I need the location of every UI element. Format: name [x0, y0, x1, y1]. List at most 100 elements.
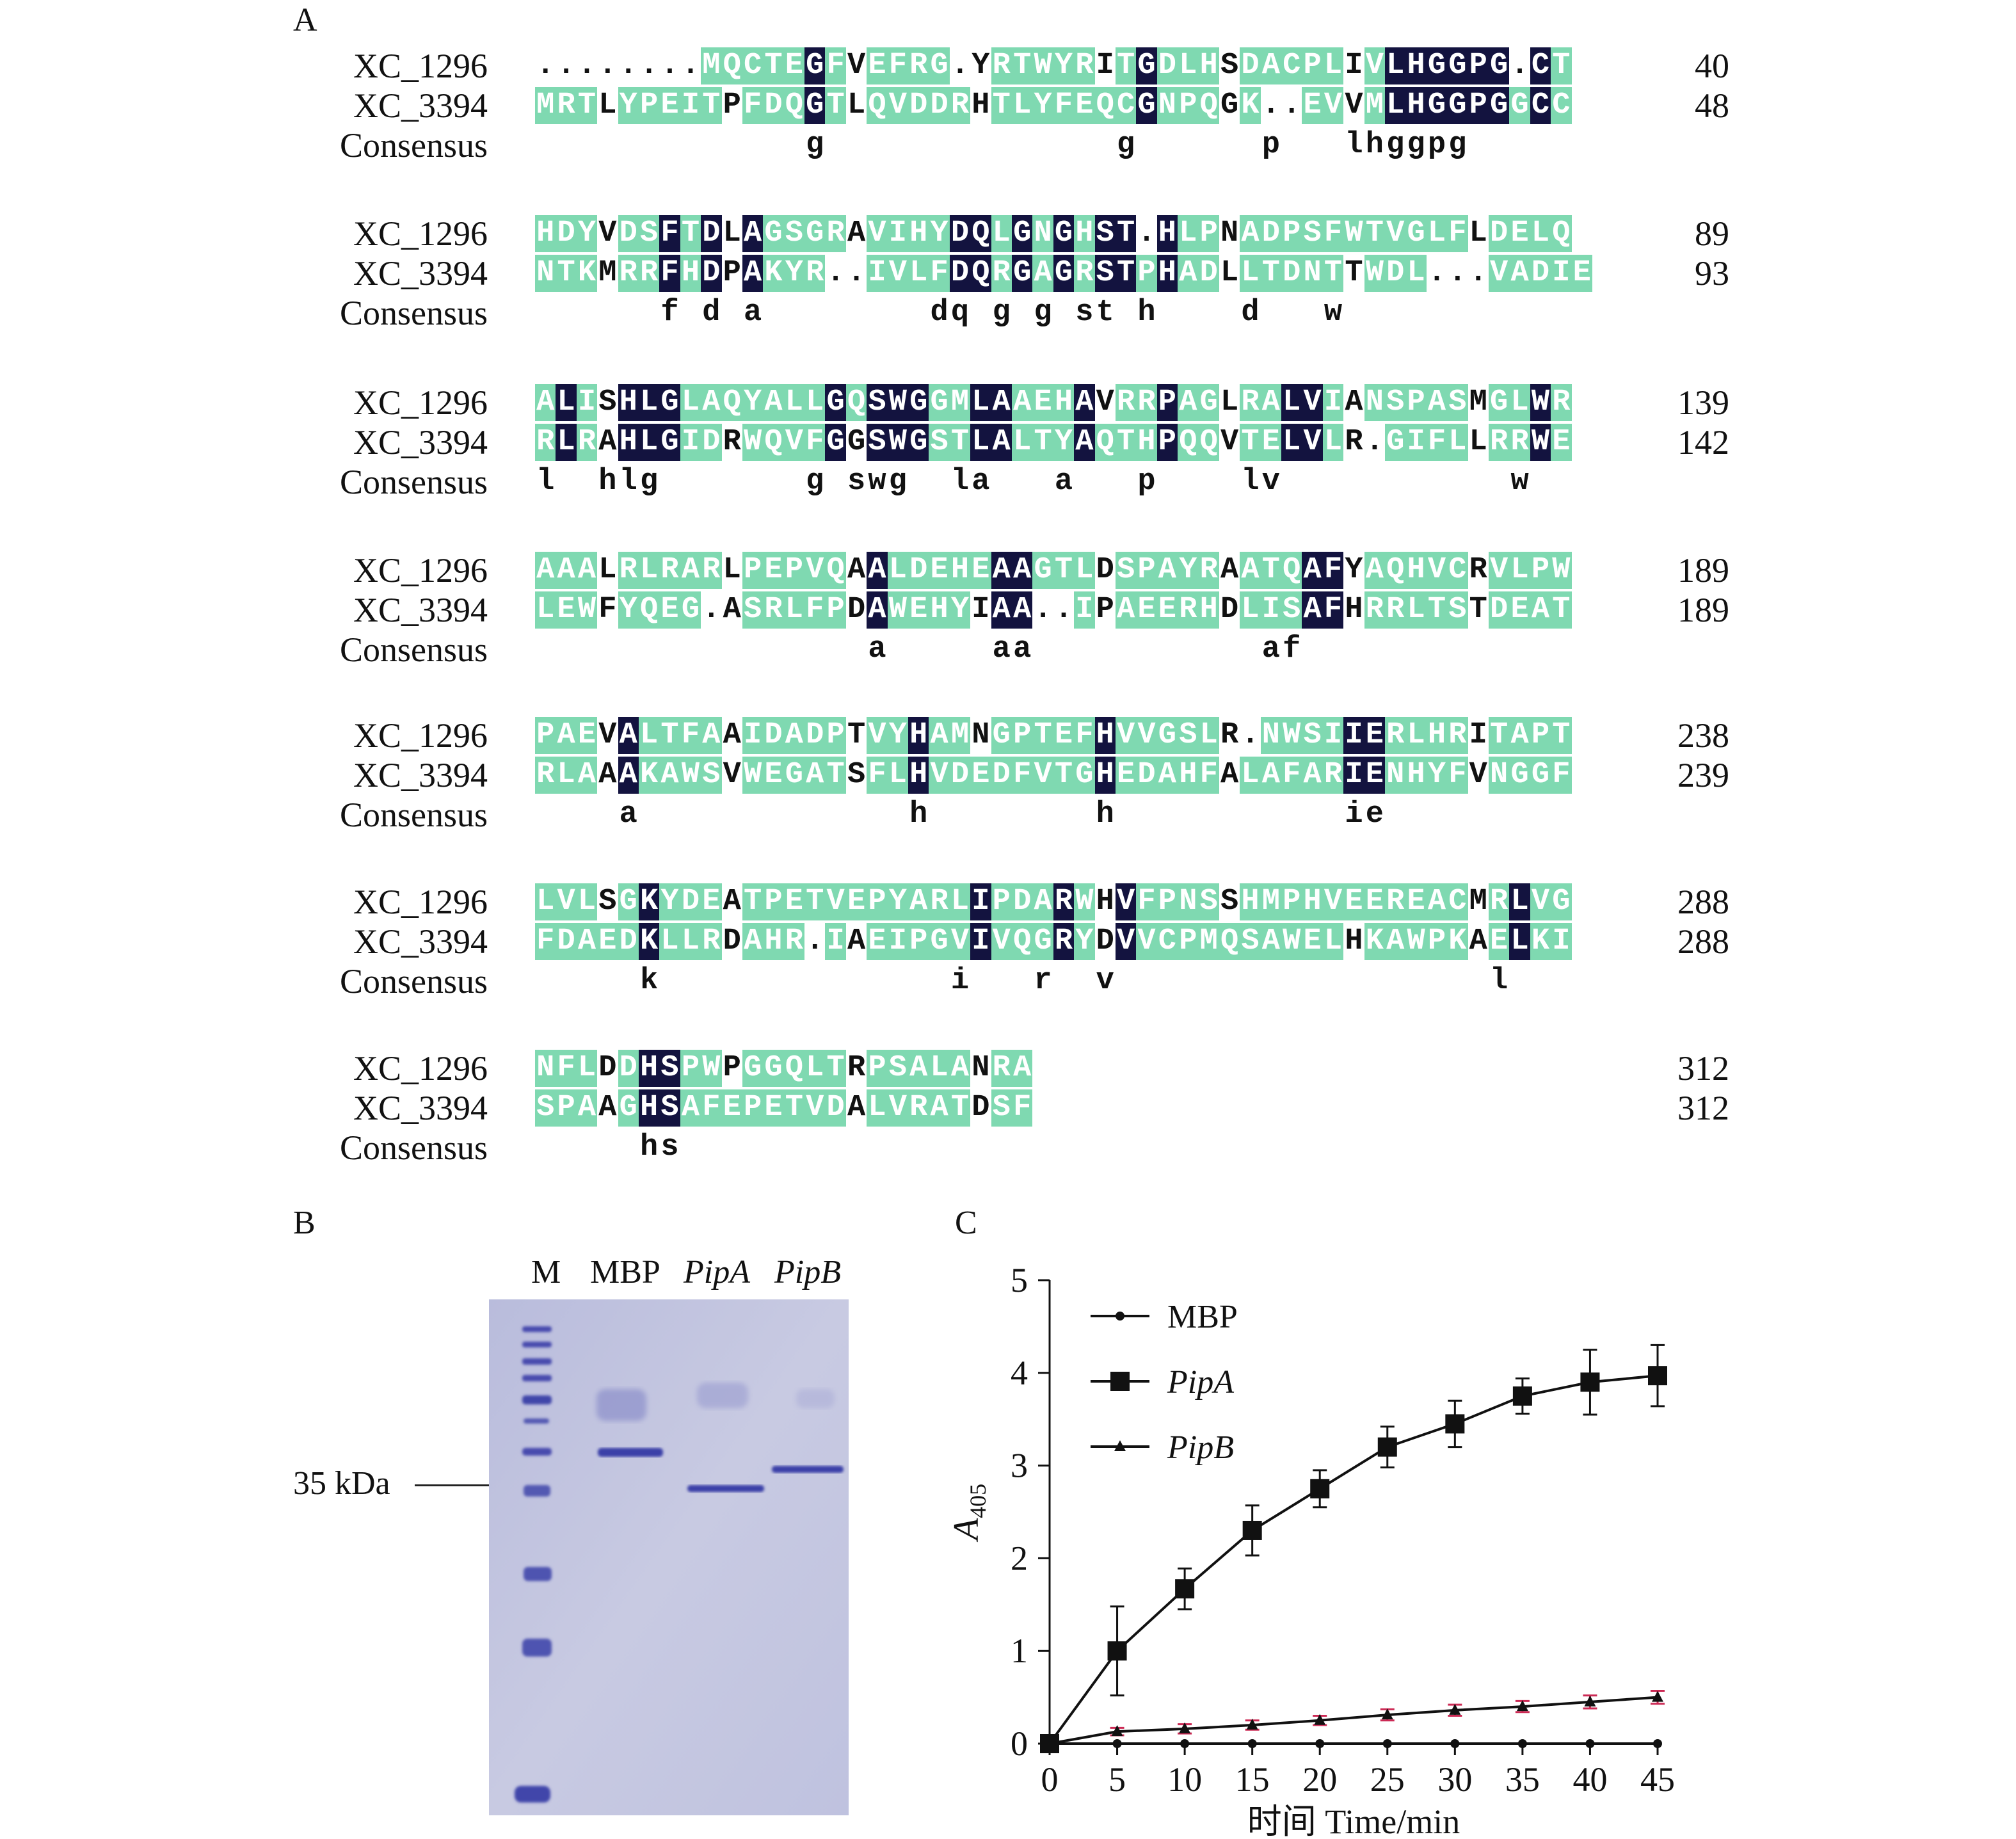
- residue: G: [1447, 47, 1468, 84]
- residue: F: [535, 923, 556, 960]
- residue: P: [1156, 883, 1178, 920]
- residue: V: [1385, 215, 1406, 252]
- residue: A: [847, 1091, 866, 1125]
- consensus-residue: [1199, 631, 1219, 668]
- residue: N: [1488, 757, 1510, 794]
- residue: Q: [721, 47, 742, 84]
- consensus-residue: [825, 463, 845, 501]
- residue: S: [1240, 923, 1261, 960]
- residue: D: [618, 215, 639, 252]
- consensus-residue: v: [1261, 465, 1280, 499]
- residue: W: [1281, 717, 1302, 754]
- residue: R: [783, 923, 805, 960]
- residue: H: [1405, 47, 1427, 84]
- consensus-residue: h: [1137, 296, 1156, 330]
- label-consensus: Consensus: [339, 294, 488, 332]
- residue: G: [1136, 47, 1157, 84]
- residue: D: [763, 87, 784, 124]
- residue: S: [1302, 717, 1323, 754]
- mbp-point: [1450, 1739, 1460, 1748]
- consensus-residue: [701, 1129, 721, 1166]
- residue: A: [1469, 924, 1487, 958]
- residue: I: [1345, 49, 1363, 83]
- consensus-residue: [722, 963, 742, 1000]
- residue: F: [1447, 757, 1468, 794]
- residue: V: [1530, 883, 1551, 920]
- residue: S: [1281, 591, 1302, 629]
- residue: G: [1074, 757, 1095, 794]
- residue: P: [1198, 215, 1219, 252]
- residue: A: [1260, 757, 1282, 794]
- residue: R: [991, 47, 1012, 84]
- residue: D: [556, 923, 577, 960]
- consensus-residue: [846, 127, 867, 164]
- residue: .: [950, 49, 970, 83]
- consensus-residue: [1447, 463, 1468, 501]
- consensus-residue: [1012, 463, 1032, 501]
- residue: .: [1034, 593, 1052, 627]
- x-tick-label: 40: [1572, 1760, 1607, 1799]
- residue: N: [1220, 216, 1239, 250]
- residue: R: [1136, 384, 1157, 421]
- residue: T: [825, 757, 846, 794]
- residue: Y: [783, 255, 805, 292]
- residue: T: [949, 1089, 971, 1127]
- residue: Y: [887, 717, 909, 754]
- residue: F: [1551, 757, 1572, 794]
- consensus-residue: i: [1345, 798, 1363, 831]
- consensus-residue: [577, 127, 597, 164]
- consensus-residue: [970, 127, 991, 164]
- consensus-residue: [867, 796, 887, 833]
- label-xc3394: XC_3394: [353, 756, 488, 794]
- consensus-residue: [1530, 796, 1551, 833]
- residue: R: [535, 424, 556, 461]
- residue: .: [1054, 593, 1073, 627]
- residue: R: [1385, 591, 1406, 629]
- residue: Y: [1345, 553, 1363, 587]
- consensus-residue: [1551, 127, 1571, 164]
- residue: I: [867, 255, 888, 292]
- xc3394-position: 239: [1677, 756, 1729, 794]
- label-xc1296: XC_1296: [353, 1049, 488, 1088]
- residue: R: [763, 591, 784, 629]
- residue: V: [598, 216, 617, 250]
- ladder-band: [522, 1395, 552, 1404]
- residue: L: [535, 883, 556, 920]
- residue: S: [991, 1089, 1012, 1127]
- consensus-residue: [991, 796, 1012, 833]
- residue: A: [701, 717, 722, 754]
- residue: A: [783, 717, 805, 754]
- residue: I: [1322, 717, 1344, 754]
- residue: V: [929, 757, 950, 794]
- consensus-residue: [639, 127, 659, 164]
- residue: A: [556, 552, 577, 589]
- residue: V: [1115, 883, 1137, 920]
- residue: S: [1385, 384, 1406, 421]
- consensus-residue: [618, 963, 639, 1000]
- x-tick-label: 20: [1302, 1760, 1337, 1799]
- consensus-residue: [1095, 463, 1116, 501]
- consensus-residue: [1032, 796, 1053, 833]
- residue: E: [867, 47, 888, 84]
- residue: F: [1011, 757, 1033, 794]
- residue: E: [867, 923, 888, 960]
- residue: S: [701, 757, 722, 794]
- consensus-residue: [742, 631, 763, 668]
- residue: L: [680, 923, 701, 960]
- residue: F: [1426, 424, 1448, 461]
- residue: L: [638, 552, 660, 589]
- residue: E: [597, 923, 618, 960]
- residue: A: [680, 1089, 701, 1127]
- consensus-residue: [970, 1129, 991, 1166]
- residue: A: [929, 1089, 950, 1127]
- consensus-residue: [1427, 963, 1447, 1000]
- residue: V: [1488, 552, 1510, 589]
- residue: S: [783, 215, 805, 252]
- residue: Y: [1032, 87, 1053, 124]
- consensus-residue: [597, 1129, 618, 1166]
- residue: V: [1136, 923, 1157, 960]
- residue: P: [680, 1050, 701, 1087]
- consensus-residue: [1323, 631, 1343, 668]
